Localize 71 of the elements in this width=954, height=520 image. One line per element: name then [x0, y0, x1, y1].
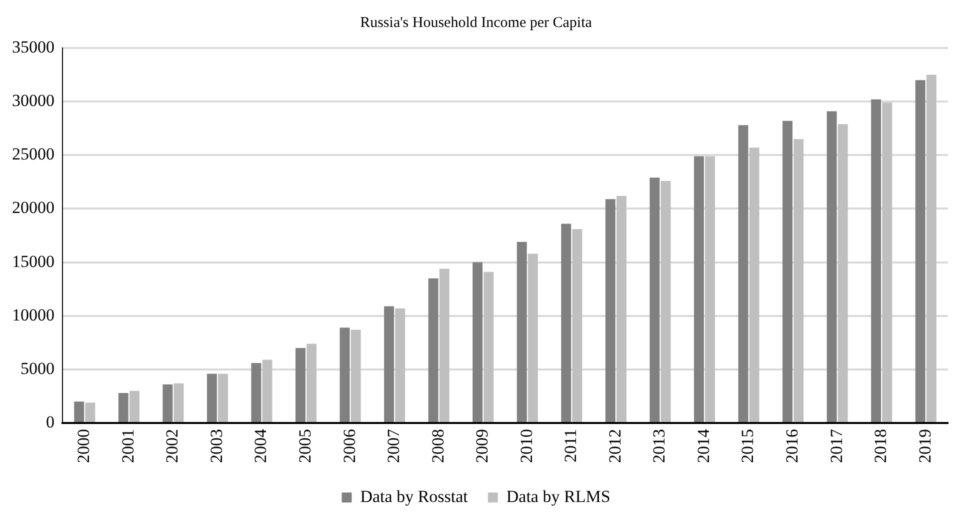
- chart-title: Russia's Household Income per Capita: [360, 14, 592, 31]
- bar: [926, 74, 936, 422]
- bar: [705, 156, 716, 422]
- bar: [915, 80, 926, 422]
- bar: [262, 360, 272, 422]
- bar: [118, 393, 128, 422]
- bar: [660, 180, 671, 422]
- x-tick-label: 2019: [915, 429, 934, 463]
- x-tick-label: 2006: [340, 429, 359, 463]
- bar: [162, 384, 173, 422]
- x-tick-label: 2015: [738, 429, 758, 463]
- bar: [350, 330, 361, 422]
- bar: [295, 348, 306, 422]
- x-tick-label: 2004: [251, 428, 270, 463]
- bar: [650, 178, 660, 422]
- x-tick-label: 2016: [782, 429, 802, 463]
- bar: [129, 390, 140, 422]
- y-tick-label: 15000: [12, 252, 54, 271]
- x-tick-label: 2017: [826, 428, 846, 463]
- x-tick-label: 2014: [694, 428, 713, 463]
- bar: [484, 272, 494, 422]
- x-tick-label: 2001: [118, 429, 138, 463]
- bar: [605, 199, 616, 422]
- bar: [516, 242, 527, 422]
- legend-label: Data by RLMS: [506, 486, 610, 506]
- bar: [428, 278, 438, 422]
- bar: [306, 344, 317, 422]
- bar: [738, 125, 748, 422]
- bar: [871, 99, 882, 422]
- x-tick-label: 2005: [295, 429, 314, 463]
- bar: [782, 120, 792, 422]
- bar: [439, 268, 450, 422]
- bar: [206, 374, 217, 422]
- x-tick-label: 2008: [428, 429, 448, 463]
- bar: [572, 229, 582, 422]
- bar: [384, 306, 394, 422]
- bar: [838, 124, 848, 422]
- bar: [340, 328, 350, 422]
- x-tick-label: 2012: [605, 429, 624, 463]
- y-tick-label: 5000: [20, 358, 54, 378]
- y-tick-label: 0: [46, 412, 54, 432]
- bar: [174, 383, 184, 422]
- y-tick-label: 30000: [12, 91, 54, 110]
- bar: [528, 254, 538, 422]
- x-tick-label: 2010: [516, 429, 536, 463]
- bar: [794, 139, 804, 422]
- bar: [251, 363, 262, 422]
- bar: [616, 196, 626, 422]
- bar: [882, 102, 892, 422]
- x-tick-label: 2011: [561, 429, 580, 462]
- bar: [218, 374, 228, 422]
- y-tick-label: 25000: [12, 144, 54, 164]
- x-tick-label: 2007: [384, 428, 404, 463]
- x-tick-label: 2013: [650, 429, 669, 463]
- x-tick-label: 2003: [206, 429, 226, 463]
- legend-label: Data by Rosstat: [360, 486, 468, 506]
- bar: [826, 111, 837, 422]
- bar: [74, 402, 84, 422]
- x-tick-label: 2009: [472, 429, 492, 463]
- x-tick-label: 2002: [162, 429, 182, 463]
- bar: [85, 402, 96, 422]
- bar: [472, 262, 483, 422]
- bar: [561, 224, 572, 422]
- y-tick-label: 35000: [12, 37, 54, 56]
- y-tick-label: 20000: [12, 198, 54, 218]
- bar: [694, 156, 704, 422]
- x-tick-label: 2018: [871, 429, 890, 463]
- y-tick-label: 10000: [12, 305, 54, 324]
- bar: [395, 308, 406, 422]
- bar: [749, 148, 760, 422]
- x-tick-label: 2000: [74, 429, 94, 463]
